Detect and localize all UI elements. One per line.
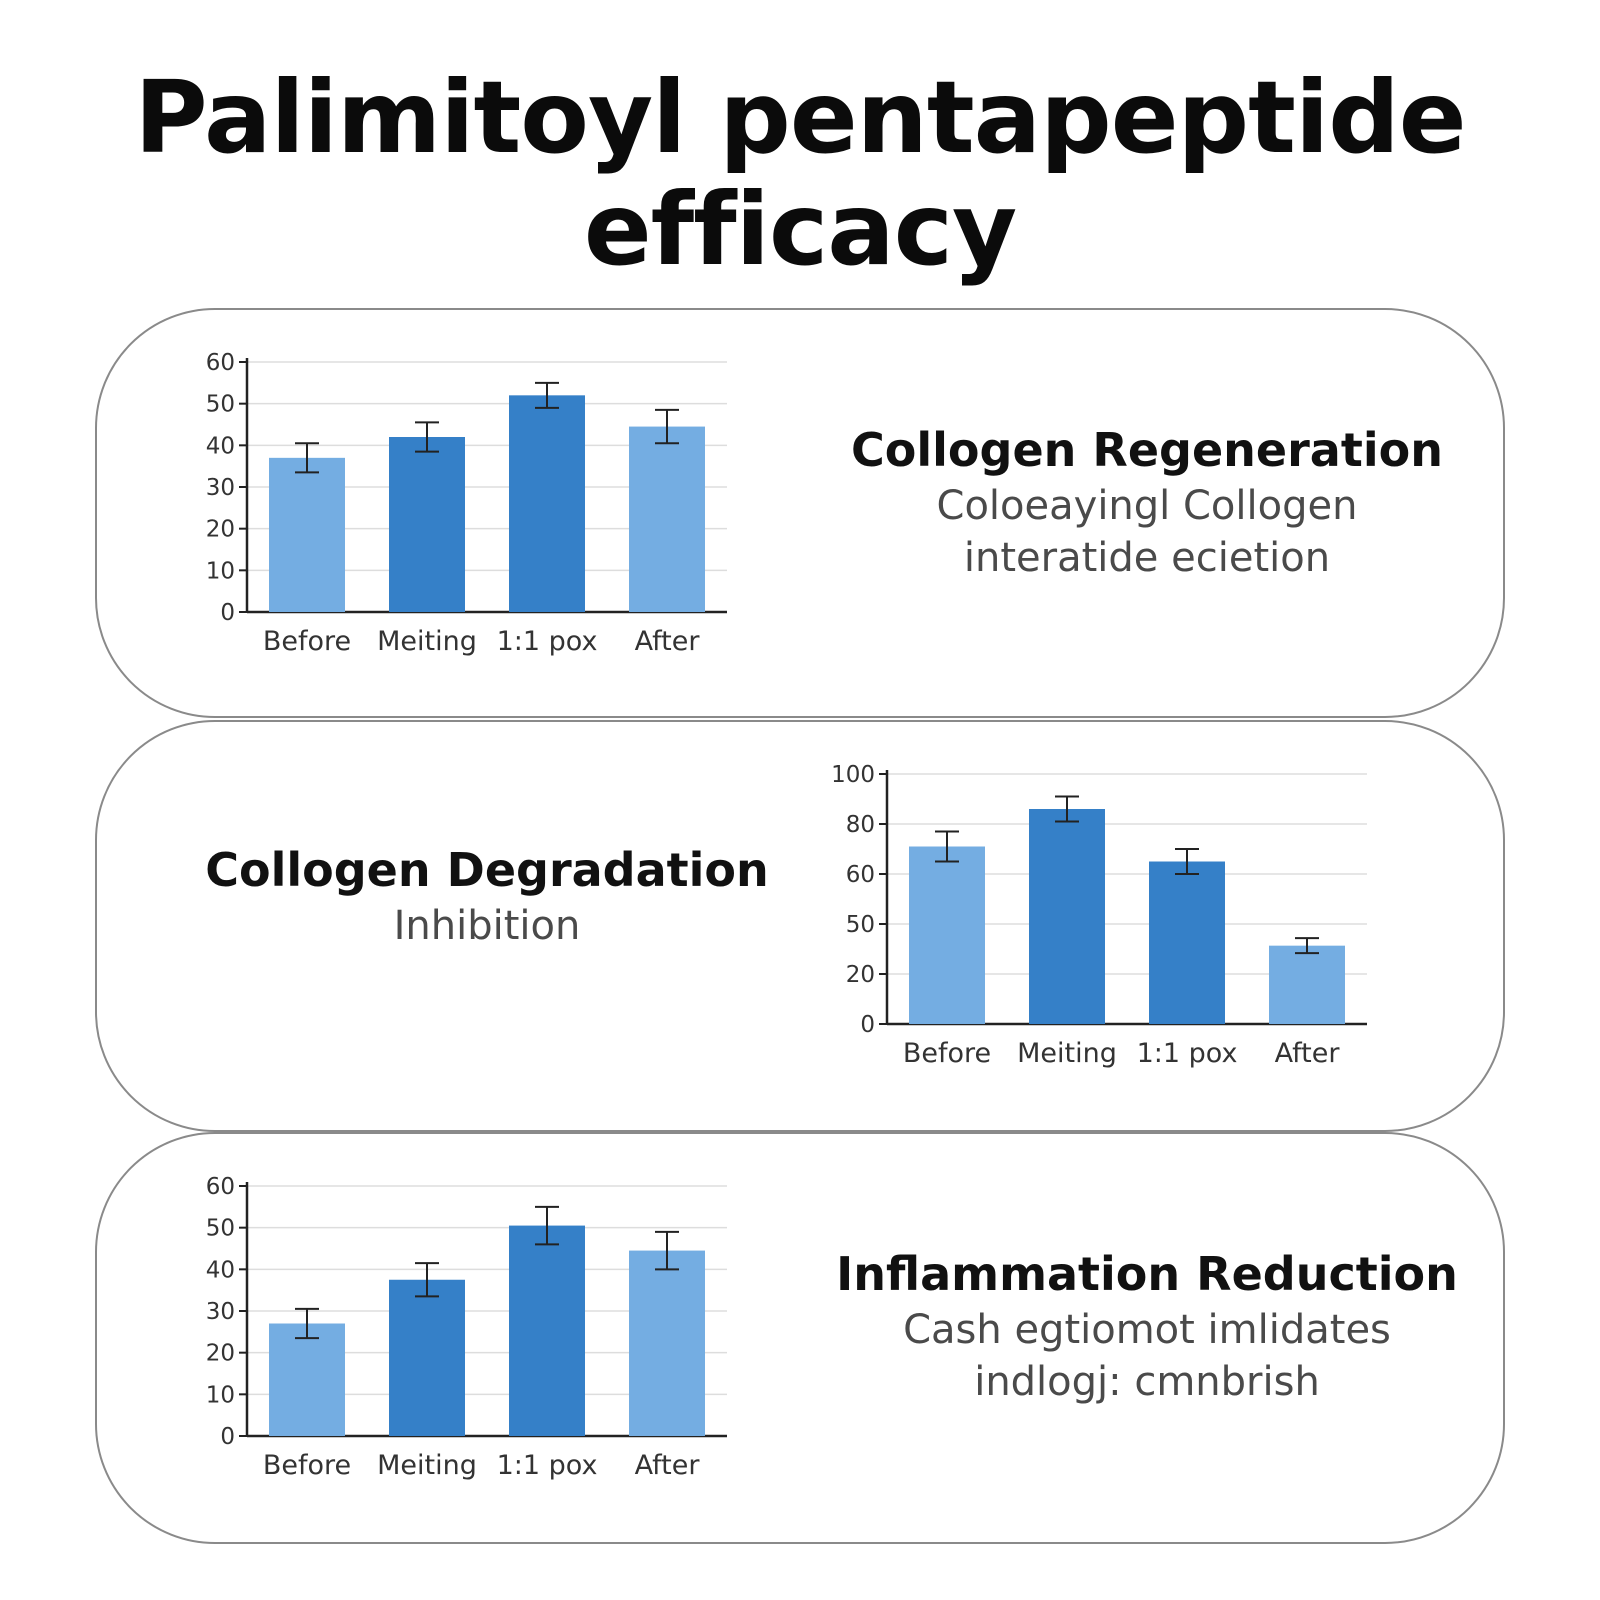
y-tick-label: 0 <box>220 1424 235 1450</box>
panel-collagen-degradation: Collogen Degradation Inhibition 0 20 50 60 8… <box>95 720 1505 1132</box>
panel-subtitle: Cash egtiomot imlidates indlogj: cmnbris… <box>757 1304 1537 1408</box>
y-tick-label: 0 <box>860 1012 875 1038</box>
panel-subtitle-line-2: interatide ecietion <box>963 535 1331 581</box>
x-category-label: Before <box>903 1038 991 1069</box>
y-tick-label: 30 <box>206 1299 235 1325</box>
x-category-label: Meiting <box>377 626 477 657</box>
chart-collagen-regeneration: 0 10 20 30 40 50 60 Before Meiting 1:1 pox After <box>206 350 727 657</box>
y-tick-label: 60 <box>846 862 875 888</box>
panel-collagen-regeneration: 0 10 20 30 40 50 60 Before Meiting 1:1 pox After C… <box>95 308 1505 718</box>
x-category-label: 1:1 pox <box>1137 1038 1238 1069</box>
bar <box>629 1250 705 1436</box>
bar <box>509 395 585 612</box>
y-tick-label: 20 <box>206 517 235 543</box>
x-category-label: After <box>635 1450 701 1481</box>
y-tick-label: 40 <box>206 433 235 459</box>
bar <box>269 457 345 612</box>
chart-inflammation-reduction: 0 10 20 30 40 50 60 Before Meiting 1:1 pox After <box>206 1174 727 1481</box>
panel-text: Collogen Regeneration Coloeayingl Collog… <box>757 420 1537 584</box>
y-tick-label: 20 <box>206 1341 235 1367</box>
y-tick-label: 60 <box>206 1174 235 1200</box>
y-tick-label: 100 <box>831 762 875 788</box>
bar <box>909 846 985 1024</box>
panel-subtitle-line-1: Cash egtiomot imlidates <box>903 1307 1391 1353</box>
y-tick-label: 60 <box>206 350 235 376</box>
x-category-label: Before <box>263 626 351 657</box>
panel-subtitle: Coloeayingl Collogen interatide ecietion <box>757 480 1537 584</box>
y-tick-label: 20 <box>846 962 875 988</box>
y-tick-label: 10 <box>206 558 235 584</box>
bar <box>389 1279 465 1436</box>
y-tick-label: 50 <box>846 912 875 938</box>
panel-text: Inflammation Reduction Cash egtiomot iml… <box>757 1244 1537 1408</box>
page-title: Palimitoyl pentapeptide efficacy <box>0 62 1600 286</box>
x-category-label: 1:1 pox <box>497 626 598 657</box>
y-tick-label: 0 <box>220 600 235 626</box>
y-tick-label: 30 <box>206 475 235 501</box>
bar <box>1269 945 1345 1024</box>
y-tick-label: 10 <box>206 1382 235 1408</box>
title-line-1: Palimitoyl pentapeptide <box>134 59 1466 176</box>
x-category-label: After <box>635 626 701 657</box>
panel-subtitle-line-2: indlogj: cmnbrish <box>974 1359 1320 1405</box>
bar <box>1149 861 1225 1024</box>
x-category-label: Before <box>263 1450 351 1481</box>
bar <box>509 1225 585 1436</box>
x-category-label: Meiting <box>377 1450 477 1481</box>
x-category-label: Meiting <box>1017 1038 1117 1069</box>
bar <box>389 437 465 612</box>
panel-subtitle: Inhibition <box>137 900 837 952</box>
x-category-label: After <box>1275 1038 1341 1069</box>
y-tick-label: 80 <box>846 812 875 838</box>
bar <box>629 426 705 612</box>
y-tick-label: 50 <box>206 392 235 418</box>
panel-heading: Collogen Regeneration <box>851 423 1443 477</box>
panel-text: Collogen Degradation Inhibition <box>137 840 837 952</box>
panel-subtitle-line-1: Coloeayingl Collogen <box>936 483 1358 529</box>
panel-heading: Inflammation Reduction <box>836 1247 1458 1301</box>
title-line-2: efficacy <box>583 171 1017 288</box>
y-tick-label: 40 <box>206 1257 235 1283</box>
panel-heading: Collogen Degradation <box>205 843 769 897</box>
y-tick-label: 50 <box>206 1216 235 1242</box>
bar <box>269 1323 345 1436</box>
x-category-label: 1:1 pox <box>497 1450 598 1481</box>
panel-inflammation-reduction: 0 10 20 30 40 50 60 Before Meiting 1:1 pox After I… <box>95 1132 1505 1544</box>
panel-subtitle-line-1: Inhibition <box>393 903 581 949</box>
chart-collagen-degradation: 0 20 50 60 80 100 Before Meiting 1:1 pox After <box>831 762 1367 1069</box>
bar <box>1029 809 1105 1024</box>
